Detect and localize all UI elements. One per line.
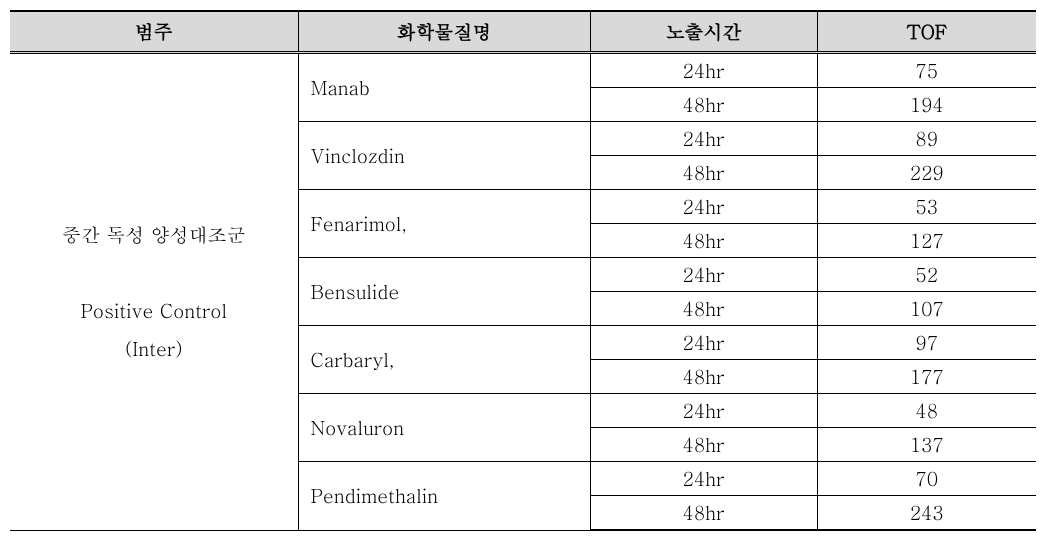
- category-line2: Positive Control: [80, 297, 227, 324]
- cell-time: 24hr: [590, 462, 817, 496]
- cell-time: 48hr: [590, 428, 817, 462]
- category-line1: 중간 독성 양성대조군: [62, 221, 246, 248]
- cell-tof: 107: [817, 292, 1036, 326]
- cell-time: 48hr: [590, 292, 817, 326]
- cell-tof: 53: [817, 190, 1036, 224]
- cell-time: 24hr: [590, 122, 817, 156]
- cell-time: 24hr: [590, 394, 817, 428]
- cell-time: 24hr: [590, 258, 817, 292]
- cell-time: 24hr: [590, 53, 817, 88]
- cell-time: 48hr: [590, 88, 817, 122]
- cell-tof: 52: [817, 258, 1036, 292]
- cell-category: 중간 독성 양성대조군 Positive Control (Inter): [10, 53, 298, 531]
- cell-tof: 75: [817, 53, 1036, 88]
- cell-tof: 89: [817, 122, 1036, 156]
- cell-tof: 194: [817, 88, 1036, 122]
- cell-time: 48hr: [590, 156, 817, 190]
- cell-chemical: Bensulide: [298, 258, 590, 326]
- table-body: 중간 독성 양성대조군 Positive Control (Inter) Man…: [10, 53, 1036, 531]
- cell-chemical: Carbaryl,: [298, 326, 590, 394]
- cell-tof: 97: [817, 326, 1036, 360]
- cell-chemical: Novaluron: [298, 394, 590, 462]
- cell-chemical: Fenarimol,: [298, 190, 590, 258]
- cell-tof: 127: [817, 224, 1036, 258]
- category-line3: (Inter): [125, 335, 182, 362]
- cell-time: 48hr: [590, 360, 817, 394]
- header-exposure: 노출시간: [590, 11, 817, 53]
- header-chemical: 화학물질명: [298, 11, 590, 53]
- data-table: 범주 화학물질명 노출시간 TOF 중간 독성 양성대조군 Positive C…: [10, 10, 1036, 531]
- header-category: 범주: [10, 11, 298, 53]
- table-header-row: 범주 화학물질명 노출시간 TOF: [10, 11, 1036, 53]
- cell-time: 48hr: [590, 224, 817, 258]
- cell-time: 24hr: [590, 326, 817, 360]
- cell-tof: 177: [817, 360, 1036, 394]
- cell-tof: 70: [817, 462, 1036, 496]
- cell-chemical: Manab: [298, 53, 590, 122]
- table-row: 중간 독성 양성대조군 Positive Control (Inter) Man…: [10, 53, 1036, 88]
- cell-chemical: Pendimethalin: [298, 462, 590, 531]
- header-tof: TOF: [817, 11, 1036, 53]
- cell-time: 24hr: [590, 190, 817, 224]
- cell-tof: 229: [817, 156, 1036, 190]
- cell-tof: 48: [817, 394, 1036, 428]
- cell-tof: 137: [817, 428, 1036, 462]
- cell-chemical: Vinclozdin: [298, 122, 590, 190]
